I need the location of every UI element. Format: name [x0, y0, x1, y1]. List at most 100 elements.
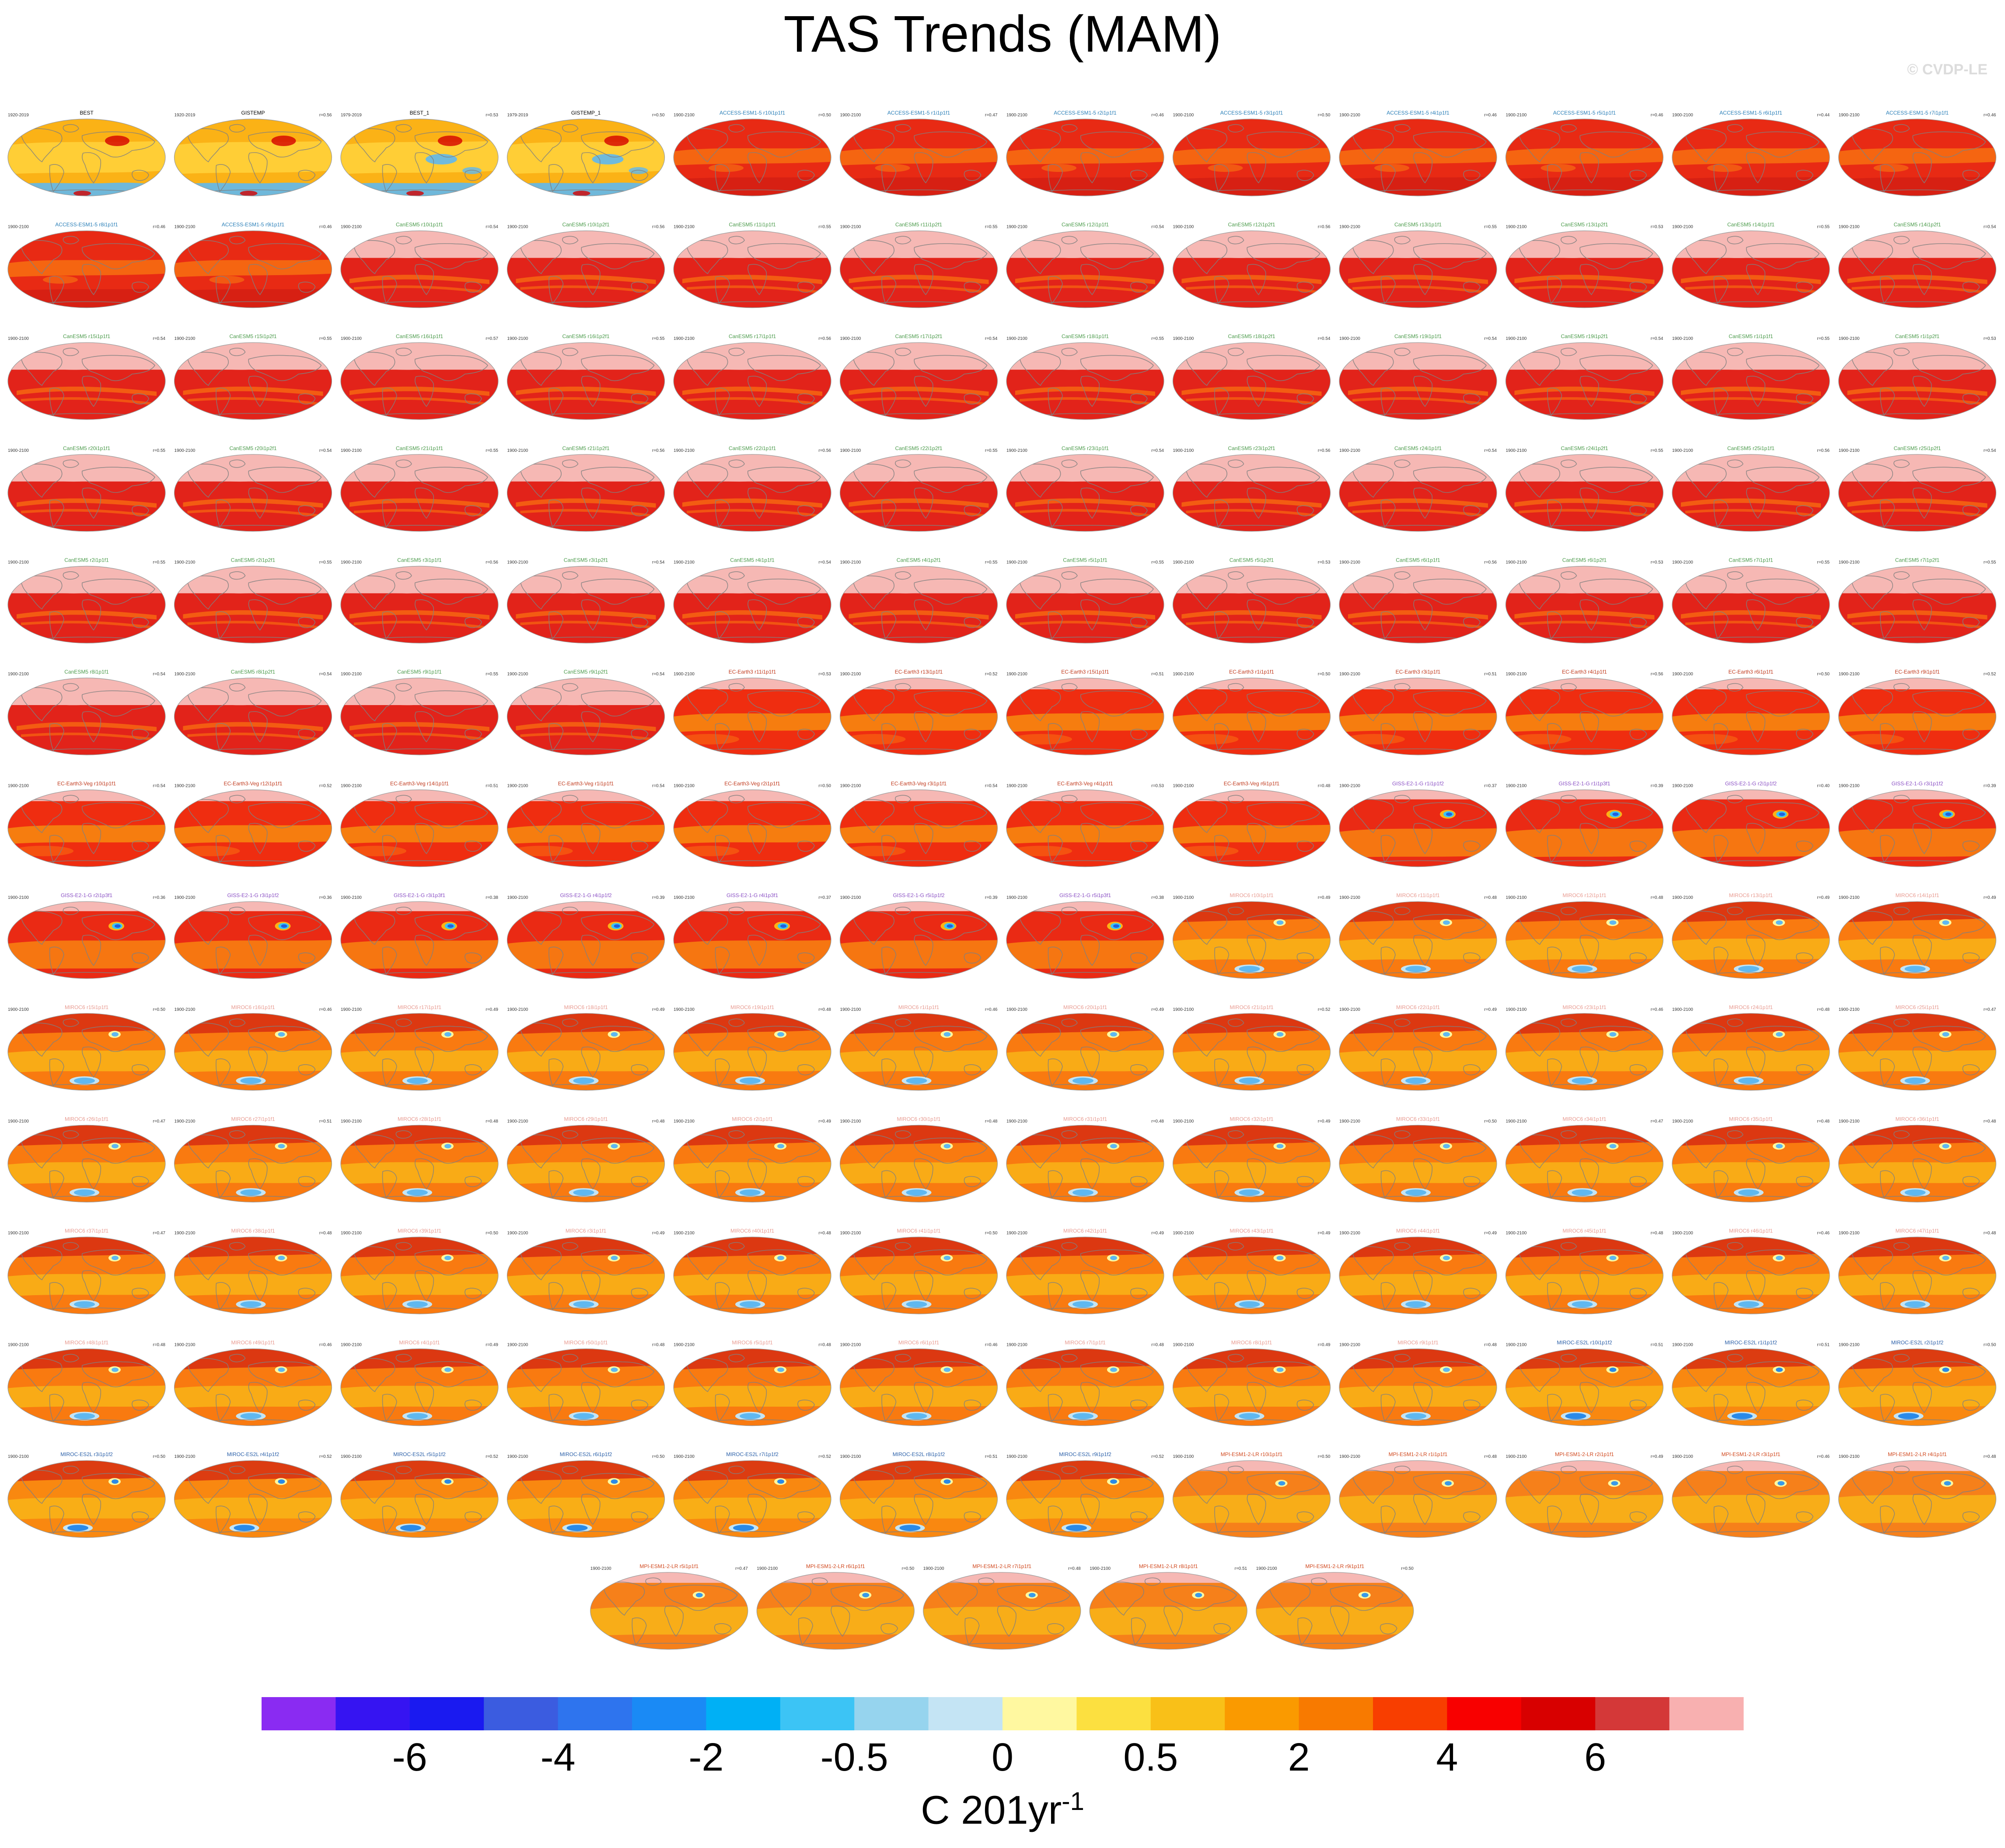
panel-period: 1900-2100 — [1173, 448, 1194, 453]
panel-title: MIROC6 r45i1p1f1 — [1562, 1228, 1606, 1234]
map-panel: 1900-2100 CanESM5 r21i1p2f1 r=0.56 — [506, 445, 665, 532]
map-panel: 1900-2100 EC-Earth3-Veg r6i1p1f1 r=0.48 — [1172, 781, 1331, 867]
panel-title: MIROC6 r19i1p1f1 — [730, 1004, 774, 1010]
panel-correlation: r=0.50 — [1318, 1454, 1331, 1459]
panel-title: ACCESS-ESM1-5 r1i1p1f1 — [887, 110, 950, 116]
panel-correlation: r=0.39 — [985, 895, 998, 900]
map-panel: 1900-2100 MIROC6 r24i1p1f1 r=0.48 — [1672, 1004, 1830, 1091]
panel-period: 1900-2100 — [1006, 336, 1027, 341]
panel-correlation: r=0.54 — [1318, 336, 1331, 341]
panel-map — [1672, 1013, 1830, 1091]
panel-map — [174, 566, 332, 644]
map-panel: 1900-2100 CanESM5 r13i1p1f1 r=0.55 — [1339, 222, 1497, 308]
panel-period: 1900-2100 — [840, 895, 861, 900]
panel-title: CanESM5 r1i1p1f1 — [1729, 333, 1773, 339]
panel-map — [174, 1013, 332, 1091]
panel-correlation: r=0.54 — [652, 784, 665, 789]
map-panel: 1900-2100 MIROC-ES2L r8i1p1f2 r=0.51 — [839, 1451, 998, 1538]
panel-correlation: r=0.46 — [1651, 1007, 1663, 1012]
panel-period: 1900-2100 — [341, 672, 362, 677]
panel-correlation: r=0.54 — [153, 784, 165, 789]
panel-correlation: r=0.46 — [1817, 1231, 1830, 1236]
panel-map — [1838, 901, 1997, 979]
panel-period: 1900-2100 — [1506, 113, 1527, 118]
panel-grid: 1920-2019 BEST 1920-2019 GISTEMP r=0.56 1979-… — [7, 110, 1997, 1650]
panel-correlation: r=0.50 — [818, 113, 831, 118]
panel-correlation: r=0.48 — [1151, 1119, 1164, 1124]
panel-period: 1900-2100 — [590, 1566, 611, 1571]
panel-period: 1900-2100 — [1839, 336, 1860, 341]
panel-title: CanESM5 r10i1p1f1 — [396, 222, 443, 228]
panel-map — [1838, 231, 1997, 308]
panel-map — [174, 789, 332, 867]
panel-map — [1339, 1460, 1497, 1538]
map-panel: 1900-2100 MIROC6 r38i1p1f1 r=0.48 — [174, 1228, 332, 1314]
panel-correlation: r=0.49 — [486, 1343, 498, 1348]
map-panel: 1900-2100 CanESM5 r18i1p2f1 r=0.54 — [1172, 333, 1331, 420]
panel-title: MIROC6 r2i1p1f1 — [732, 1116, 773, 1122]
map-panel: 1900-2100 MIROC6 r27i1p1f1 r=0.51 — [174, 1116, 332, 1202]
map-panel: 1900-2100 CanESM5 r3i1p2f1 r=0.54 — [506, 557, 665, 644]
panel-map — [839, 1237, 998, 1314]
panel-map — [1672, 901, 1830, 979]
panel-correlation: r=0.49 — [1984, 895, 1996, 900]
map-panel: 1900-2100 CanESM5 r6i1p1f1 r=0.56 — [1339, 557, 1497, 644]
panel-correlation: r=0.49 — [652, 1231, 665, 1236]
panel-map — [506, 119, 665, 196]
panel-map — [839, 1013, 998, 1091]
panel-correlation: r=0.50 — [1817, 672, 1830, 677]
panel-title: MIROC6 r40i1p1f1 — [730, 1228, 774, 1234]
panel-title: CanESM5 r18i1p2f1 — [1228, 333, 1275, 339]
panel-correlation: r=0.46 — [1151, 113, 1164, 118]
panel-map — [1339, 1348, 1497, 1426]
panel-title: CanESM5 r8i1p1f1 — [64, 669, 109, 675]
panel-title: CanESM5 r15i1p1f1 — [63, 333, 110, 339]
map-panel: 1900-2100 GISS-E2-1-G r2i1p3f1 r=0.36 — [7, 892, 166, 979]
panel-period: 1900-2100 — [840, 1007, 861, 1012]
panel-map — [673, 789, 831, 867]
panel-period: 1900-2100 — [1339, 113, 1360, 118]
panel-title: ACCESS-ESM1-5 r4i1p1f1 — [1387, 110, 1450, 116]
map-panel: 1900-2100 CanESM5 r15i1p2f1 r=0.55 — [174, 333, 332, 420]
panel-title: ACCESS-ESM1-5 r10i1p1f1 — [720, 110, 785, 116]
panel-correlation: r=0.52 — [486, 1454, 498, 1459]
map-panel: 1900-2100 CanESM5 r6i1p2f1 r=0.53 — [1505, 557, 1664, 644]
panel-title: CanESM5 r24i1p2f1 — [1561, 445, 1608, 451]
map-panel: 1900-2100 MIROC6 r46i1p1f1 r=0.46 — [1672, 1228, 1830, 1314]
watermark: © CVDP-LE — [1907, 61, 1988, 78]
panel-map — [506, 342, 665, 420]
panel-correlation: r=0.48 — [652, 1343, 665, 1348]
map-panel: 1900-2100 CanESM5 r8i1p1f1 r=0.54 — [7, 669, 166, 755]
panel-correlation: r=0.46 — [153, 225, 165, 230]
panel-period: 1900-2100 — [175, 1119, 196, 1124]
panel-title: CanESM5 r7i1p1f1 — [1729, 557, 1773, 563]
panel-map — [1339, 1125, 1497, 1202]
panel-period: 1900-2100 — [507, 560, 528, 565]
map-panel: 1900-2100 MIROC6 r33i1p1f1 r=0.50 — [1339, 1116, 1497, 1202]
panel-period: 1900-2100 — [1672, 1007, 1693, 1012]
panel-map — [1838, 342, 1997, 420]
panel-title: EC-Earth3 r11i1p1f1 — [729, 669, 776, 675]
panel-title: MIROC6 r7i1p1f1 — [1065, 1340, 1106, 1346]
panel-map — [506, 789, 665, 867]
panel-title: MPI-ESM1-2-LR r5i1p1f1 — [639, 1563, 699, 1569]
panel-period: 1900-2100 — [507, 784, 528, 789]
panel-correlation: r=0.50 — [818, 784, 831, 789]
map-panel: 1900-2100 MIROC6 r23i1p1f1 r=0.46 — [1505, 1004, 1664, 1091]
panel-map — [1339, 1013, 1497, 1091]
panel-title: MIROC6 r35i1p1f1 — [1729, 1116, 1773, 1122]
panel-title: CanESM5 r14i1p2f1 — [1893, 222, 1941, 228]
map-panel: 1900-2100 CanESM5 r20i1p2f1 r=0.54 — [174, 445, 332, 532]
map-panel: 1900-2100 GISS-E2-1-G r2i1p1f2 r=0.40 — [1672, 781, 1830, 867]
panel-period: 1900-2100 — [1173, 336, 1194, 341]
panel-title: EC-Earth3 r15i1p1f1 — [1061, 669, 1109, 675]
panel-title: MIROC6 r41i1p1f1 — [897, 1228, 940, 1234]
panel-title: CanESM5 r9i1p2f1 — [564, 669, 608, 675]
panel-period: 1900-2100 — [1339, 448, 1360, 453]
panel-map — [340, 231, 499, 308]
panel-map — [1672, 566, 1830, 644]
panel-correlation: r=0.56 — [486, 560, 498, 565]
panel-title: CanESM5 r19i1p2f1 — [1561, 333, 1608, 339]
panel-map — [673, 901, 831, 979]
panel-map — [340, 678, 499, 755]
